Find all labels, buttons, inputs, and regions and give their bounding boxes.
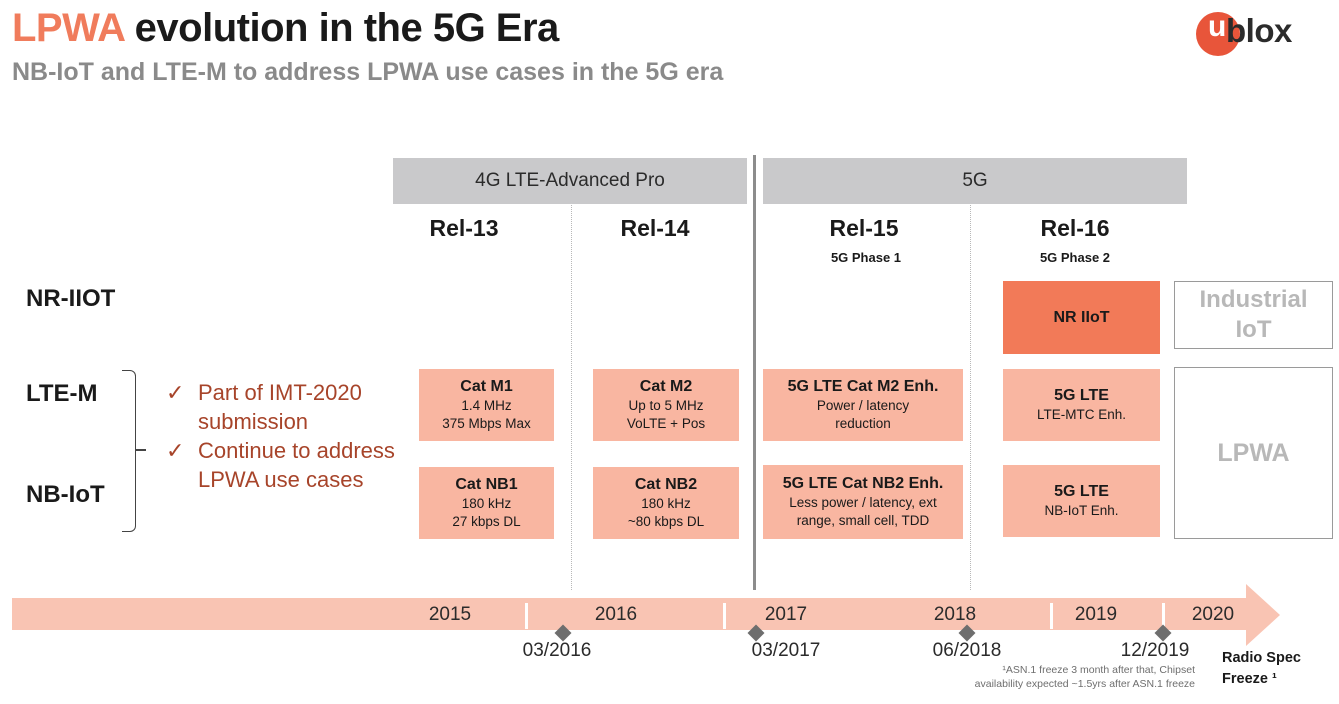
- box-cat-m2: Cat M2 Up to 5 MHz VoLTE + Pos: [593, 369, 739, 441]
- footnote: ¹ASN.1 freeze 3 month after that, Chipse…: [900, 663, 1195, 691]
- box-industrial-iot-line2: IoT: [1235, 316, 1272, 343]
- title-rest: evolution in the 5G Era: [124, 6, 560, 50]
- timeline-separator: [1162, 603, 1165, 629]
- box-nr-iiot: NR IIoT: [1003, 281, 1160, 354]
- timeline-arrow-shape: [12, 584, 1280, 646]
- row-label-nr-iiot: NR-IIOT: [26, 285, 116, 312]
- note-imt2020-text: Part of IMT-2020 submission: [198, 380, 362, 434]
- note-imt2020: ✓ Part of IMT-2020 submission: [166, 378, 416, 436]
- box-cat-m1: Cat M1 1.4 MHz 375 Mbps Max: [419, 369, 554, 441]
- box-cat-nb1-line1: 180 kHz: [461, 496, 512, 511]
- box-nr-iiot-title: NR IIoT: [1053, 308, 1110, 326]
- release-rel15-phase: 5G Phase 1: [830, 250, 902, 265]
- release-rel14: Rel-14: [620, 215, 690, 241]
- footnote-line2: availability expected ~1.5yrs after ASN.…: [974, 678, 1195, 690]
- row-bracket-tick: [136, 449, 146, 451]
- page-title: LPWA evolution in the 5G Era: [12, 6, 559, 51]
- box-5g-lte-nb-iot-enh-line1: NB-IoT Enh.: [1044, 503, 1119, 518]
- year-2018: 2018: [933, 604, 977, 625]
- row-label-lte-m: LTE-M: [26, 380, 98, 407]
- radio-spec-line1: Radio Spec: [1222, 650, 1301, 666]
- box-5g-lte-cat-nb2-enh-line2: range, small cell, TDD: [796, 513, 930, 528]
- box-cat-nb1-title: Cat NB1: [455, 476, 518, 493]
- box-5g-lte-cat-m2-enh-title: 5G LTE Cat M2 Enh.: [787, 378, 939, 395]
- timeline-separator: [723, 603, 726, 629]
- year-2016: 2016: [594, 604, 638, 625]
- freeze-date-06-2018: 06/2018: [932, 640, 1002, 661]
- logo-mark: u: [1208, 10, 1227, 43]
- box-cat-nb2: Cat NB2 180 kHz ~80 kbps DL: [593, 467, 739, 539]
- check-icon: ✓: [166, 380, 185, 405]
- box-5g-lte-cat-m2-enh-line1: Power / latency: [816, 398, 910, 413]
- year-2017: 2017: [764, 604, 808, 625]
- year-2020: 2020: [1191, 604, 1235, 625]
- box-5g-lte-mtc-enh: 5G LTE LTE-MTC Enh.: [1003, 369, 1160, 441]
- title-accent: LPWA: [12, 6, 125, 50]
- year-2015: 2015: [428, 604, 472, 625]
- box-5g-lte-cat-m2-enh-line2: reduction: [835, 416, 891, 431]
- box-5g-lte-mtc-enh-line1: LTE-MTC Enh.: [1036, 407, 1126, 422]
- box-lpwa: LPWA: [1174, 367, 1333, 539]
- box-cat-m2-title: Cat M2: [639, 378, 693, 395]
- divider-rel13-rel14: [571, 205, 572, 590]
- box-cat-nb1: Cat NB1 180 kHz 27 kbps DL: [419, 467, 554, 539]
- box-industrial-iot: Industrial IoT: [1174, 281, 1333, 349]
- box-5g-lte-cat-m2-enh: 5G LTE Cat M2 Enh. Power / latency reduc…: [763, 369, 963, 441]
- box-5g-lte-nb-iot-enh: 5G LTE NB-IoT Enh.: [1003, 465, 1160, 537]
- radio-spec-freeze-label: Radio Spec Freeze ¹: [1222, 648, 1301, 690]
- box-cat-m1-title: Cat M1: [460, 378, 513, 395]
- logo-circle: [1196, 12, 1240, 56]
- box-5g-lte-nb-iot-enh-title: 5G LTE: [1054, 483, 1109, 500]
- box-cat-nb2-title: Cat NB2: [634, 476, 698, 493]
- box-5g-lte-cat-nb2-enh-line1: Less power / latency, ext: [789, 495, 937, 510]
- era-5g-header: 5G: [763, 158, 1187, 204]
- timeline-separator: [1050, 603, 1053, 629]
- freeze-date-03-2016: 03/2016: [522, 640, 592, 661]
- box-cat-m2-line1: Up to 5 MHz: [628, 398, 704, 413]
- release-rel13: Rel-13: [429, 215, 499, 241]
- box-cat-nb2-line1: 180 kHz: [641, 496, 691, 511]
- box-5g-lte-mtc-enh-title: 5G LTE: [1054, 387, 1109, 404]
- page-subtitle: NB-IoT and LTE-M to address LPWA use cas…: [12, 58, 724, 86]
- release-rel15: Rel-15: [829, 215, 899, 241]
- divider-4g-5g: [753, 155, 756, 590]
- year-2019: 2019: [1074, 604, 1118, 625]
- logo-text: blox: [1226, 12, 1292, 49]
- box-5g-lte-cat-nb2-enh-title: 5G LTE Cat NB2 Enh.: [782, 475, 944, 492]
- row-label-nb-iot: NB-IoT: [26, 481, 105, 508]
- box-cat-nb1-line2: 27 kbps DL: [452, 514, 521, 529]
- box-cat-nb2-line2: ~80 kbps DL: [627, 514, 705, 529]
- era-4g-header: 4G LTE-Advanced Pro: [393, 158, 747, 204]
- box-cat-m1-line1: 1.4 MHz: [461, 398, 512, 413]
- check-icon: ✓: [166, 438, 185, 463]
- box-5g-lte-cat-nb2-enh: 5G LTE Cat NB2 Enh. Less power / latency…: [763, 465, 963, 539]
- note-lpwa-text: Continue to address LPWA use cases: [198, 438, 395, 492]
- divider-rel15-rel16: [970, 205, 971, 590]
- box-cat-m1-line2: 375 Mbps Max: [442, 416, 531, 431]
- timeline-arrow: [12, 584, 1280, 646]
- row-bracket: [122, 370, 136, 532]
- ublox-logo: u blox: [1196, 8, 1336, 58]
- radio-spec-line2: Freeze ¹: [1222, 671, 1277, 687]
- release-rel16-phase: 5G Phase 2: [1039, 250, 1111, 265]
- timeline-separator: [525, 603, 528, 629]
- box-cat-m2-line2: VoLTE + Pos: [626, 416, 706, 431]
- footnote-line1: ¹ASN.1 freeze 3 month after that, Chipse…: [1002, 664, 1195, 676]
- note-lpwa: ✓ Continue to address LPWA use cases: [166, 436, 396, 494]
- release-rel16: Rel-16: [1040, 215, 1110, 241]
- freeze-date-03-2017: 03/2017: [751, 640, 821, 661]
- freeze-date-12-2019: 12/2019: [1120, 640, 1190, 661]
- box-industrial-iot-line1: Industrial: [1199, 286, 1308, 313]
